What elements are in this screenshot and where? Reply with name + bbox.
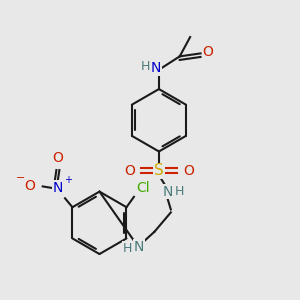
Text: N: N: [163, 184, 173, 199]
Text: H: H: [123, 242, 132, 255]
Text: N: N: [151, 61, 161, 75]
Text: H: H: [141, 60, 150, 73]
Text: O: O: [183, 164, 194, 178]
Text: O: O: [124, 164, 135, 178]
Text: O: O: [202, 45, 213, 59]
Text: N: N: [134, 240, 144, 254]
Text: N: N: [52, 181, 63, 195]
Text: H: H: [175, 185, 184, 198]
Text: −: −: [16, 173, 26, 183]
Text: O: O: [52, 151, 63, 165]
Text: +: +: [64, 176, 72, 185]
Text: Cl: Cl: [136, 181, 150, 195]
Text: S: S: [154, 163, 164, 178]
Text: O: O: [24, 179, 35, 194]
